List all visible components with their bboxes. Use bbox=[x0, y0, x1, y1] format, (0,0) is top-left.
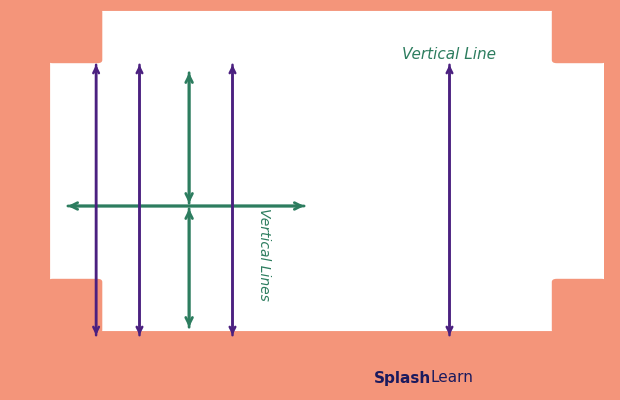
FancyBboxPatch shape bbox=[552, 9, 606, 63]
FancyBboxPatch shape bbox=[48, 9, 606, 333]
FancyBboxPatch shape bbox=[48, 9, 102, 63]
Text: Vertical Lines: Vertical Lines bbox=[257, 208, 272, 301]
Text: Splash: Splash bbox=[374, 370, 431, 386]
FancyBboxPatch shape bbox=[552, 279, 606, 333]
FancyBboxPatch shape bbox=[48, 279, 102, 333]
Text: Vertical Line: Vertical Line bbox=[402, 47, 497, 62]
Text: Learn: Learn bbox=[431, 370, 474, 386]
